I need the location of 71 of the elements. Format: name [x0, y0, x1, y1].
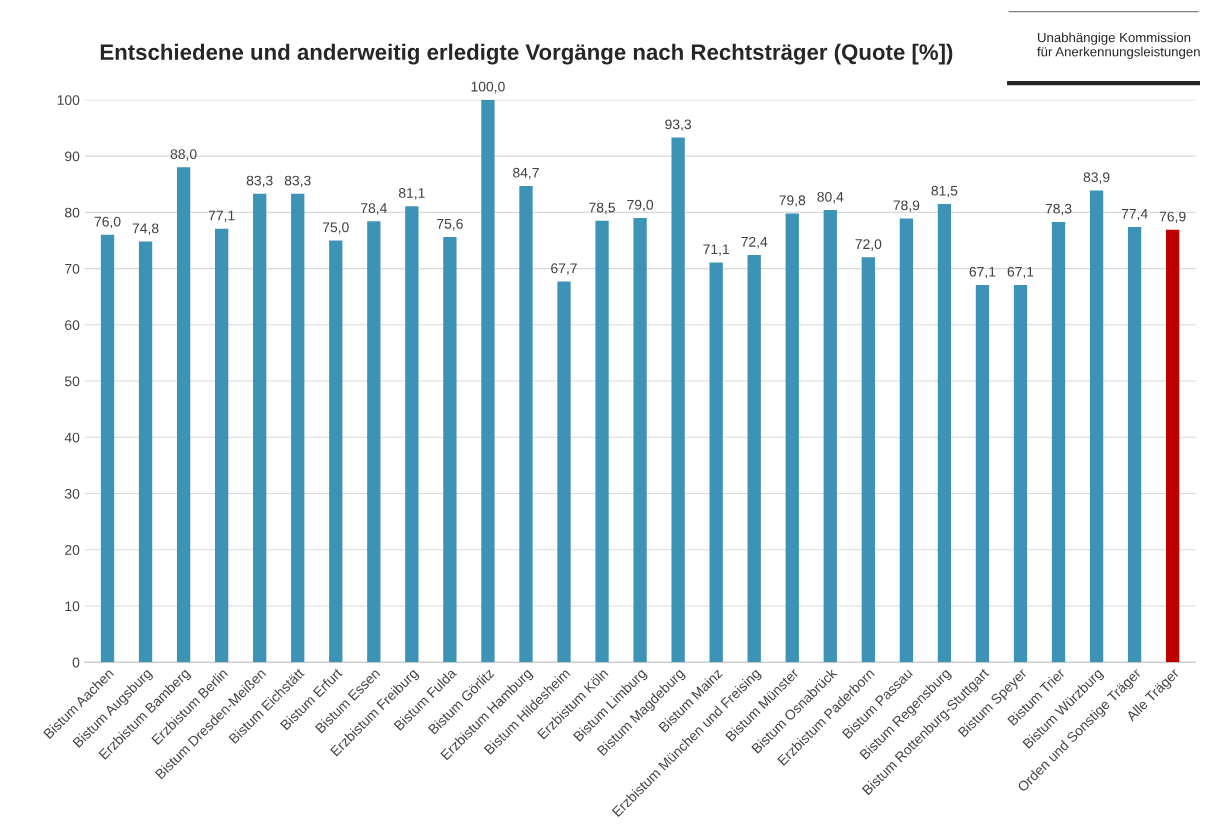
- y-tick-label: 0: [72, 657, 80, 668]
- bar: [329, 240, 343, 663]
- data-label: 76,0: [94, 216, 121, 229]
- data-label: 81,5: [931, 185, 958, 198]
- bar: [100, 234, 115, 663]
- bar: [595, 220, 609, 663]
- y-tick-label: 80: [65, 207, 80, 218]
- bar: [443, 237, 457, 663]
- bar: [633, 217, 647, 663]
- data-label: 78,3: [1045, 203, 1072, 216]
- bar: [557, 281, 571, 663]
- y-tick-label: 60: [65, 320, 80, 330]
- bar: [671, 137, 685, 663]
- bar: [481, 99, 495, 663]
- bar: [291, 193, 305, 663]
- bar: [253, 193, 267, 663]
- bar: [1127, 226, 1142, 663]
- bar: [1089, 190, 1104, 663]
- bar: [1013, 284, 1028, 663]
- data-label: 83,3: [284, 175, 311, 188]
- data-label: 74,8: [132, 223, 159, 235]
- bar: [367, 221, 381, 663]
- data-label: 78,5: [589, 202, 615, 215]
- bar: [785, 213, 799, 663]
- bar: [747, 255, 761, 663]
- bar: [823, 210, 837, 663]
- data-label: 75,0: [322, 222, 349, 234]
- data-label: 78,9: [893, 200, 920, 212]
- data-label: 81,1: [398, 188, 425, 200]
- bar: [709, 262, 723, 663]
- y-tick-label: 70: [65, 263, 80, 274]
- data-label: 79,8: [779, 195, 806, 207]
- data-label: 83,3: [246, 175, 273, 188]
- data-label: 83,9: [1083, 172, 1110, 184]
- bar: [861, 257, 875, 663]
- bar: [176, 167, 191, 663]
- y-tick-label: 100: [57, 95, 80, 106]
- bar: [138, 241, 153, 663]
- data-label: 78,4: [361, 203, 387, 215]
- y-tick-label: 40: [64, 432, 80, 443]
- data-label: 84,7: [513, 167, 539, 180]
- bar: [519, 185, 533, 663]
- bar: [975, 284, 990, 663]
- data-label: 72,0: [855, 239, 882, 251]
- data-label: 77,1: [208, 210, 235, 222]
- data-label: 72,4: [741, 236, 768, 249]
- data-label: 67,1: [969, 266, 996, 279]
- y-tick-label: 90: [65, 151, 80, 162]
- data-label: 76,9: [1159, 211, 1186, 224]
- bar: [1166, 229, 1180, 663]
- data-label: 93,3: [665, 119, 692, 131]
- y-tick-label: 10: [65, 601, 80, 612]
- bar: [214, 228, 229, 663]
- data-label: 71,1: [703, 244, 730, 256]
- bar: [899, 218, 914, 663]
- bar: [937, 203, 952, 663]
- data-label: 100,0: [471, 81, 505, 94]
- bar: [1051, 221, 1066, 663]
- y-tick-label: 50: [64, 376, 80, 387]
- text: Unabhängige Kommission für Anerkennungsleistungen: [1037, 32, 1200, 60]
- data-label: 79,0: [627, 199, 654, 212]
- y-tick-label: 30: [64, 488, 80, 499]
- chart-title: Entschiedene und anderweitig erledigte Vorgänge nach Rechtsträger (Quote [%]): [100, 43, 953, 65]
- y-tick-label: 20: [65, 545, 80, 555]
- bar: [405, 206, 419, 663]
- data-label: 77,4: [1121, 208, 1148, 221]
- data-label: 80,4: [817, 191, 844, 204]
- data-label: 67,1: [1007, 266, 1034, 279]
- data-label: 67,7: [551, 263, 577, 275]
- data-label: 75,6: [437, 218, 463, 231]
- data-label: 88,0: [170, 149, 197, 161]
